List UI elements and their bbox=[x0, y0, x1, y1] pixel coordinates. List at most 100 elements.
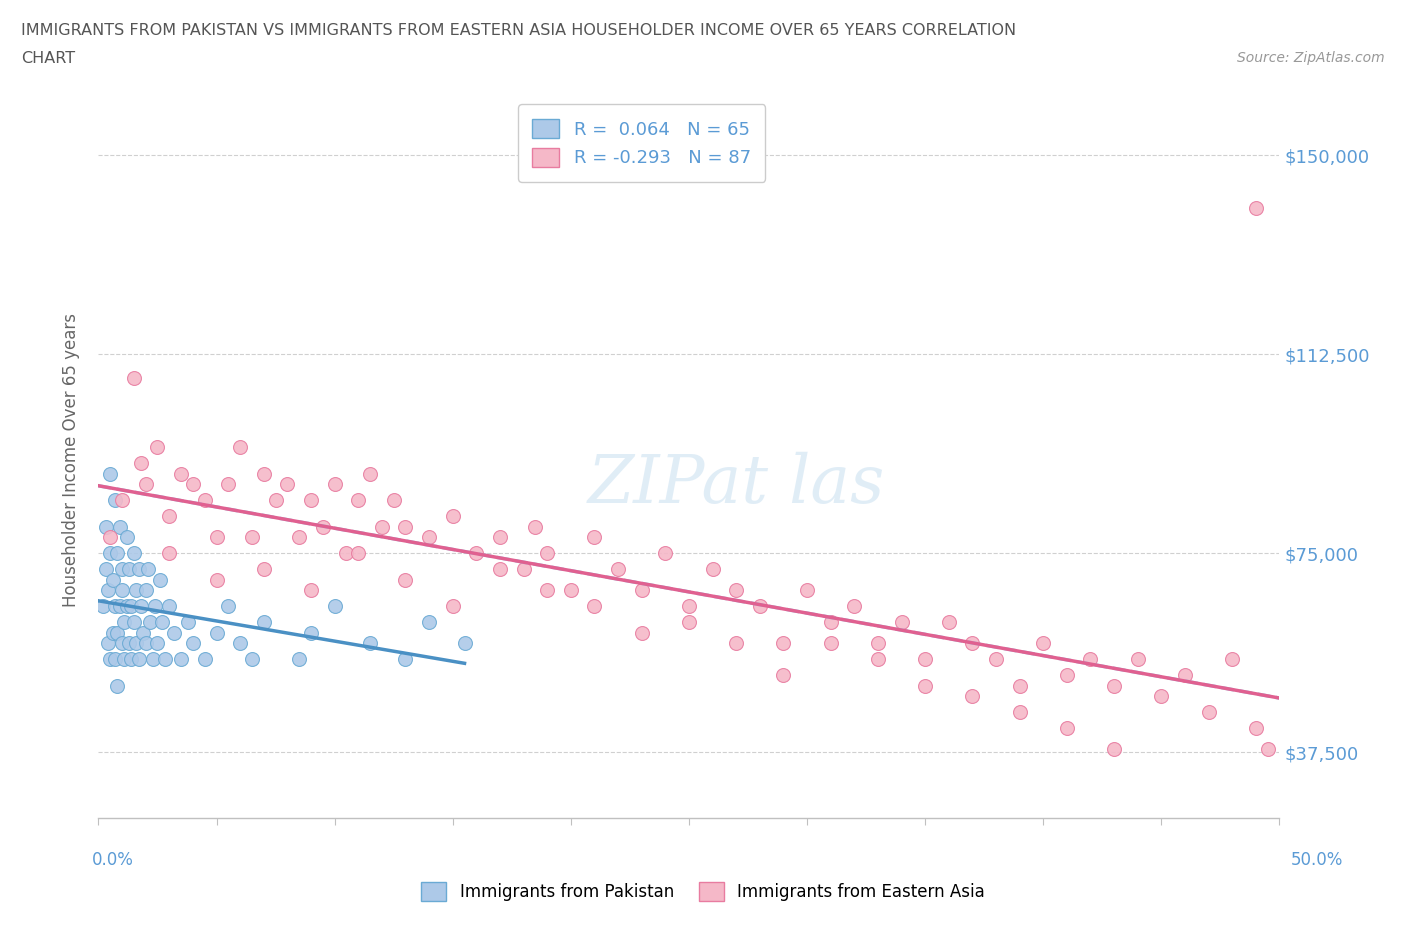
Point bbox=[118, 636, 141, 651]
Point bbox=[844, 599, 866, 614]
Point bbox=[157, 599, 180, 614]
Point bbox=[98, 466, 121, 481]
Point bbox=[104, 599, 127, 614]
Point bbox=[1102, 742, 1125, 757]
Legend: Immigrants from Pakistan, Immigrants from Eastern Asia: Immigrants from Pakistan, Immigrants fro… bbox=[415, 876, 991, 908]
Point bbox=[1056, 721, 1078, 736]
Point bbox=[1102, 678, 1125, 693]
Point bbox=[725, 583, 748, 598]
Point bbox=[240, 530, 263, 545]
Point bbox=[177, 615, 200, 630]
Point bbox=[536, 546, 558, 561]
Text: CHART: CHART bbox=[21, 51, 75, 66]
Point bbox=[702, 562, 724, 577]
Point bbox=[104, 493, 127, 508]
Point bbox=[382, 493, 405, 508]
Point bbox=[1244, 721, 1267, 736]
Point bbox=[323, 599, 346, 614]
Point bbox=[359, 636, 381, 651]
Point bbox=[299, 583, 322, 598]
Point bbox=[146, 440, 169, 455]
Point bbox=[94, 562, 117, 577]
Point bbox=[394, 652, 416, 667]
Text: ZIPat las: ZIPat las bbox=[588, 452, 884, 517]
Point bbox=[125, 583, 148, 598]
Y-axis label: Householder Income Over 65 years: Householder Income Over 65 years bbox=[62, 313, 80, 607]
Point bbox=[153, 652, 176, 667]
Point bbox=[1220, 652, 1243, 667]
Point bbox=[122, 546, 145, 561]
Point bbox=[1198, 705, 1220, 720]
Point bbox=[143, 599, 166, 614]
Point bbox=[489, 530, 512, 545]
Point bbox=[299, 625, 322, 640]
Point bbox=[128, 562, 150, 577]
Point bbox=[111, 562, 134, 577]
Point bbox=[654, 546, 676, 561]
Point bbox=[129, 456, 152, 471]
Point bbox=[101, 625, 124, 640]
Point bbox=[1126, 652, 1149, 667]
Point bbox=[121, 599, 143, 614]
Point bbox=[163, 625, 186, 640]
Point bbox=[229, 440, 252, 455]
Point bbox=[101, 572, 124, 587]
Legend: R =  0.064   N = 65, R = -0.293   N = 87: R = 0.064 N = 65, R = -0.293 N = 87 bbox=[517, 104, 765, 182]
Point bbox=[105, 546, 128, 561]
Point bbox=[371, 519, 394, 534]
Point bbox=[181, 636, 204, 651]
Point bbox=[524, 519, 547, 534]
Point bbox=[725, 636, 748, 651]
Point bbox=[312, 519, 335, 534]
Point bbox=[98, 652, 121, 667]
Point bbox=[962, 636, 984, 651]
Point bbox=[1008, 678, 1031, 693]
Point bbox=[1080, 652, 1102, 667]
Point bbox=[560, 583, 582, 598]
Point bbox=[1174, 668, 1197, 683]
Point bbox=[122, 371, 145, 386]
Point bbox=[772, 636, 794, 651]
Point bbox=[678, 615, 700, 630]
Point bbox=[323, 477, 346, 492]
Point bbox=[536, 583, 558, 598]
Point bbox=[157, 509, 180, 524]
Point bbox=[139, 615, 162, 630]
Point bbox=[217, 477, 239, 492]
Point bbox=[135, 583, 157, 598]
Point bbox=[135, 477, 157, 492]
Point bbox=[1150, 689, 1173, 704]
Point bbox=[630, 583, 652, 598]
Point bbox=[194, 493, 217, 508]
Point bbox=[112, 652, 135, 667]
Point bbox=[1244, 201, 1267, 216]
Point bbox=[465, 546, 488, 561]
Point bbox=[97, 583, 120, 598]
Point bbox=[240, 652, 263, 667]
Point bbox=[441, 509, 464, 524]
Point bbox=[205, 530, 228, 545]
Point bbox=[112, 615, 135, 630]
Point bbox=[489, 562, 512, 577]
Point bbox=[962, 689, 984, 704]
Point bbox=[984, 652, 1007, 667]
Text: 50.0%: 50.0% bbox=[1291, 851, 1343, 870]
Point bbox=[820, 615, 842, 630]
Point bbox=[583, 530, 606, 545]
Point bbox=[866, 636, 889, 651]
Point bbox=[678, 599, 700, 614]
Point bbox=[115, 530, 138, 545]
Point bbox=[938, 615, 960, 630]
Point bbox=[118, 562, 141, 577]
Point bbox=[1056, 668, 1078, 683]
Point bbox=[104, 652, 127, 667]
Point bbox=[121, 652, 143, 667]
Point bbox=[194, 652, 217, 667]
Point bbox=[229, 636, 252, 651]
Point bbox=[157, 546, 180, 561]
Point bbox=[418, 530, 440, 545]
Point bbox=[1008, 705, 1031, 720]
Point bbox=[347, 493, 370, 508]
Point bbox=[136, 562, 159, 577]
Point bbox=[866, 652, 889, 667]
